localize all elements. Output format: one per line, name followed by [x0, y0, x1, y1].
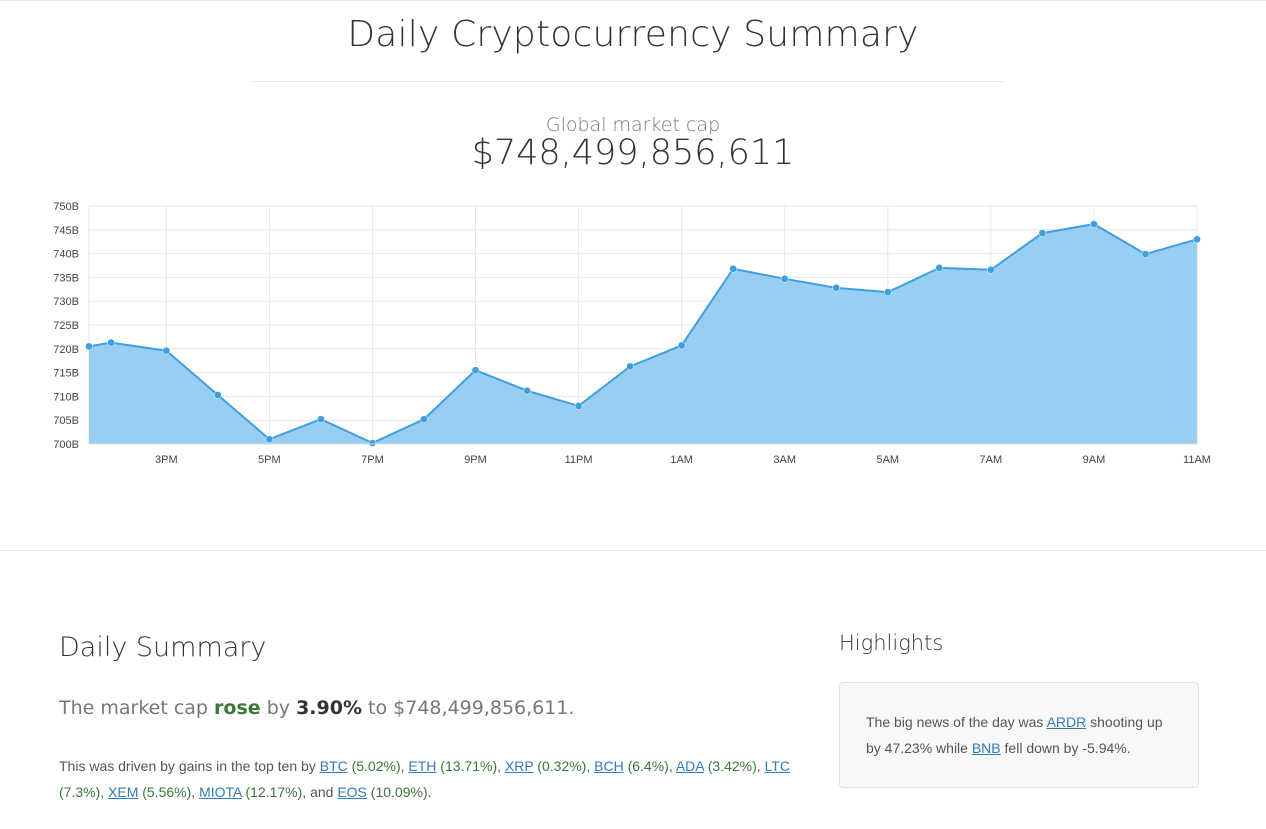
- data-point: [85, 342, 93, 351]
- data-point: [162, 346, 171, 355]
- highlight-text-3: fell down by -5.94%.: [1004, 740, 1131, 756]
- x-tick-label: 3AM: [773, 454, 796, 466]
- summary-percent: 3.90%: [296, 697, 362, 719]
- data-point: [729, 264, 738, 273]
- summary-pre: The market cap: [59, 697, 208, 719]
- coin-link-xrp[interactable]: XRP: [504, 758, 534, 774]
- summary-to: to $748,499,856,611.: [368, 697, 575, 719]
- top-ten-gains-paragraph: This was driven by gains in the top ten …: [59, 758, 790, 800]
- coin-change-bch: (6.4%): [627, 758, 669, 774]
- y-tick-label: 745B: [53, 225, 79, 237]
- title-divider: [253, 81, 1004, 82]
- coin-change-btc: (5.02%): [351, 758, 401, 774]
- highlights-box: The big news of the day was ARDR shootin…: [839, 682, 1199, 788]
- coin-link-eos[interactable]: EOS: [337, 784, 367, 800]
- daily-summary-heading: Daily Summary: [59, 632, 267, 663]
- y-tick-label: 735B: [53, 272, 79, 284]
- coin-change-eos: (10.09%): [370, 784, 428, 800]
- highlight-down-coin-link[interactable]: BNB: [971, 740, 1001, 756]
- highlights-heading: Highlights: [839, 631, 944, 655]
- coin-change-miota: (12.17%): [245, 784, 303, 800]
- data-point: [523, 386, 531, 395]
- coin-link-miota[interactable]: MIOTA: [199, 784, 242, 800]
- data-point: [780, 274, 789, 283]
- x-tick-label: 11PM: [565, 454, 593, 466]
- coin-link-btc[interactable]: BTC: [319, 758, 348, 774]
- summary-direction: rose: [214, 697, 261, 719]
- data-point: [420, 415, 428, 424]
- data-point: [368, 439, 377, 447]
- y-tick-label: 705B: [53, 415, 79, 427]
- top-divider: [0, 0, 1266, 1]
- data-point: [265, 435, 274, 444]
- data-point: [626, 362, 634, 371]
- y-tick-label: 710B: [53, 391, 79, 403]
- driven-intro: This was driven by gains in the top ten …: [59, 758, 316, 774]
- data-point: [987, 265, 995, 274]
- market-cap-label: Global market cap: [545, 114, 721, 136]
- y-tick-label: 715B: [53, 368, 79, 380]
- market-cap-area: [89, 224, 1197, 444]
- coin-link-ltc[interactable]: LTC: [764, 758, 790, 774]
- coin-link-xem[interactable]: XEM: [108, 784, 139, 800]
- data-point: [935, 264, 944, 272]
- coin-change-eth: (13.71%): [440, 758, 498, 774]
- market-cap-value: $748,499,856,611: [471, 133, 795, 173]
- highlight-text-1: The big news of the day was: [866, 714, 1044, 730]
- highlight-text-2: shooting up by 47.23% while: [866, 714, 1163, 756]
- data-point: [1193, 235, 1201, 244]
- data-point: [574, 402, 583, 410]
- data-point: [832, 284, 841, 292]
- page-title: Daily Cryptocurrency Summary: [347, 14, 919, 55]
- coin-change-xem: (5.56%): [142, 784, 192, 800]
- data-point: [883, 288, 892, 297]
- x-tick-label: 5AM: [876, 454, 899, 466]
- data-point: [317, 415, 325, 424]
- coin-change-ada: (3.42%): [707, 758, 757, 774]
- y-tick-label: 730B: [53, 296, 79, 308]
- data-point: [1141, 250, 1150, 258]
- x-tick-label: 5PM: [258, 454, 281, 466]
- x-tick-label: 11AM: [1183, 454, 1211, 466]
- coin-link-ada[interactable]: ADA: [675, 758, 704, 774]
- data-point: [471, 366, 480, 375]
- x-tick-label: 9PM: [464, 454, 487, 466]
- x-tick-label: 3PM: [155, 454, 178, 466]
- coin-link-eth[interactable]: ETH: [408, 758, 437, 774]
- x-tick-label: 9AM: [1083, 454, 1106, 466]
- y-tick-label: 750B: [53, 201, 79, 213]
- market-cap-area-chart: 700B 705B 710B 715B 720B 725B 730B 735B 740B 745B…: [53, 201, 1211, 466]
- summary-by: by: [266, 697, 291, 719]
- y-tick-label: 720B: [53, 344, 79, 356]
- data-point: [213, 391, 222, 399]
- coin-change-ltc: (7.3%): [59, 784, 101, 800]
- data-point: [107, 338, 116, 347]
- data-point: [1090, 220, 1098, 228]
- coin-change-xrp: (0.32%): [537, 758, 587, 774]
- x-tick-label: 7AM: [980, 454, 1003, 466]
- highlight-up-coin-link[interactable]: ARDR: [1046, 714, 1087, 730]
- section-divider: [0, 550, 1266, 551]
- market-cap-change-sentence: The market cap rose by 3.90% to $748,499…: [59, 697, 574, 719]
- x-tick-label: 1AM: [670, 454, 693, 466]
- y-tick-label: 740B: [53, 249, 79, 261]
- data-point: [1038, 229, 1047, 237]
- coin-link-bch[interactable]: BCH: [594, 758, 624, 774]
- x-tick-label: 7PM: [361, 454, 384, 466]
- y-tick-label: 700B: [53, 439, 79, 451]
- data-point: [677, 341, 686, 350]
- y-tick-label: 725B: [53, 320, 79, 332]
